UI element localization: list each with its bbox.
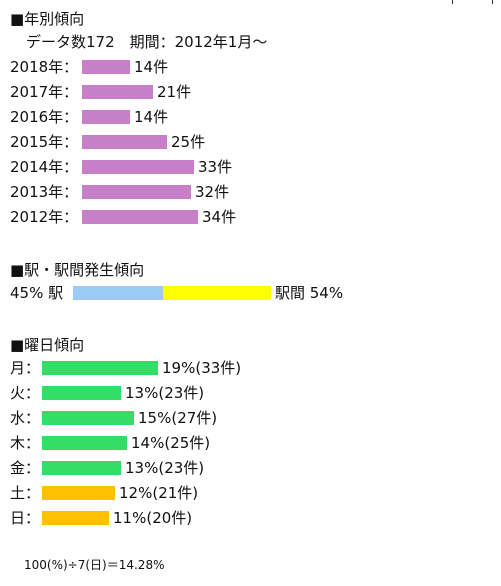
year-bar [82, 85, 153, 99]
weekday-category-label: 水： [10, 409, 41, 427]
weekday-value-label: 13%(23件) [125, 459, 205, 477]
weekday-trend-chart: 月： 19%(33件) 火： 13%(23件) 水： 15%(27件) 木： 14%(25件)… [10, 356, 490, 531]
year-row: 2014年： 33件 [10, 155, 490, 180]
weekday-category-label: 金： [10, 459, 41, 477]
weekday-value-label: 19%(33件) [162, 359, 242, 377]
weekday-row: 木： 14%(25件) [10, 431, 490, 456]
weekday-category-label: 日： [10, 509, 41, 527]
corner-mark-right [492, 0, 493, 4]
weekday-row: 日： 11%(20件) [10, 506, 490, 531]
weekday-bar [42, 436, 127, 450]
between-station-share-bar [163, 286, 271, 300]
weekday-bar [42, 411, 134, 425]
year-row: 2015年： 25件 [10, 130, 490, 155]
station-split-chart: 45% 駅 駅間 54% [10, 281, 490, 306]
yearly-trend-subtitle: データ数172 期間：2012年1月〜 [26, 33, 268, 51]
yearly-trend-section: ■年別傾向 データ数172 期間：2012年1月〜 2018年： 14件 2017年… [10, 8, 490, 230]
weekday-category-label: 木： [10, 434, 41, 452]
year-category-label: 2016年： [10, 108, 79, 126]
year-value-label: 33件 [198, 158, 233, 176]
station-trend-section: ■駅・駅間発生傾向 45% 駅 駅間 54% [10, 259, 490, 306]
weekday-trend-section: ■曜日傾向 月： 19%(33件) 火： 13%(23件) 水： 15%(27件) 木： 14… [10, 334, 490, 531]
weekday-value-label: 13%(23件) [125, 384, 205, 402]
footnote: 100(%)÷7(日)＝14.28% [24, 558, 165, 572]
weekday-bar [42, 361, 158, 375]
year-row: 2013年： 32件 [10, 180, 490, 205]
year-bar [82, 160, 194, 174]
weekday-row: 金： 13%(23件) [10, 456, 490, 481]
year-category-label: 2013年： [10, 183, 79, 201]
year-bar [82, 60, 130, 74]
year-value-label: 14件 [134, 108, 169, 126]
weekday-value-label: 11%(20件) [113, 509, 193, 527]
weekday-row: 土： 12%(21件) [10, 481, 490, 506]
station-share-bar [73, 286, 163, 300]
year-row: 2018年： 14件 [10, 55, 490, 80]
year-bar [82, 110, 130, 124]
year-category-label: 2012年： [10, 208, 79, 226]
year-value-label: 25件 [171, 133, 206, 151]
yearly-trend-chart: 2018年： 14件 2017年： 21件 2016年： 14件 2015年： 25件 2014… [10, 55, 490, 230]
weekday-value-label: 14%(25件) [131, 434, 211, 452]
year-value-label: 21件 [157, 83, 192, 101]
year-category-label: 2015年： [10, 133, 79, 151]
weekday-category-label: 土： [10, 484, 41, 502]
year-bar [82, 210, 198, 224]
between-station-share-label: 駅間 54% [275, 284, 344, 302]
weekday-row: 火： 13%(23件) [10, 381, 490, 406]
weekday-value-label: 15%(27件) [138, 409, 218, 427]
year-bar [82, 185, 191, 199]
weekday-bar [42, 511, 109, 525]
station-trend-heading: ■駅・駅間発生傾向 [10, 261, 145, 279]
weekday-bar [42, 486, 115, 500]
year-value-label: 32件 [195, 183, 230, 201]
weekday-trend-heading: ■曜日傾向 [10, 336, 85, 354]
weekday-row: 水： 15%(27件) [10, 406, 490, 431]
year-category-label: 2017年： [10, 83, 79, 101]
yearly-trend-heading: ■年別傾向 [10, 10, 85, 28]
year-value-label: 14件 [134, 58, 169, 76]
weekday-value-label: 12%(21件) [119, 484, 199, 502]
weekday-category-label: 火： [10, 384, 41, 402]
weekday-bar [42, 461, 121, 475]
year-category-label: 2014年： [10, 158, 79, 176]
weekday-category-label: 月： [10, 359, 41, 377]
year-row: 2016年： 14件 [10, 105, 490, 130]
year-value-label: 34件 [202, 208, 237, 226]
year-bar [82, 135, 167, 149]
weekday-bar [42, 386, 121, 400]
year-row: 2012年： 34件 [10, 205, 490, 230]
year-row: 2017年： 21件 [10, 80, 490, 105]
station-share-label: 45% 駅 [10, 284, 64, 302]
weekday-row: 月： 19%(33件) [10, 356, 490, 381]
year-category-label: 2018年： [10, 58, 79, 76]
corner-mark-left [452, 0, 453, 4]
